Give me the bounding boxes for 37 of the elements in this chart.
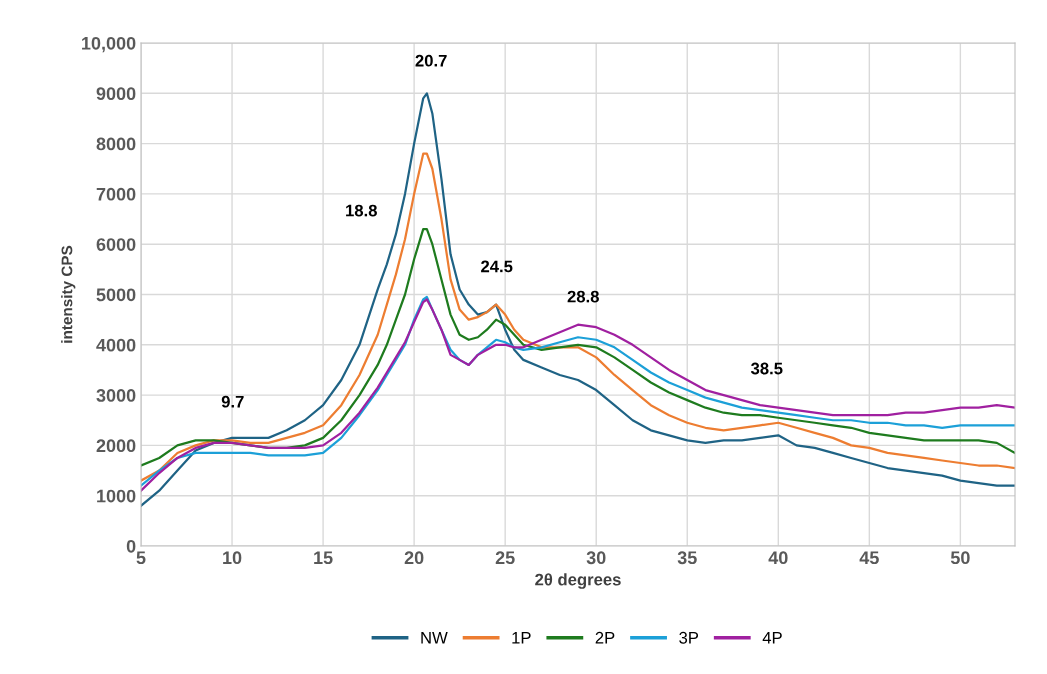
x-tick-label: 30	[586, 551, 606, 565]
legend-label: NW	[421, 632, 448, 644]
x-tick-label: 10	[223, 551, 242, 565]
y-tick-label: 4000	[96, 338, 136, 352]
line-series	[141, 228, 1015, 467]
y-tick-label: 1000	[97, 489, 136, 503]
y-tick-label: 6000	[96, 238, 136, 251]
x-tick-label: 5	[136, 551, 146, 565]
legend-label: 2P	[595, 631, 615, 644]
x-tick-label: 20	[404, 551, 424, 565]
y-tick-label: 7000	[96, 187, 136, 201]
x-tick-label: 35	[677, 551, 697, 565]
annotation: 28.8	[567, 290, 599, 303]
x-tick-label: 45	[859, 551, 879, 565]
y-tick-label: 10,000	[82, 36, 136, 53]
x-tick-label: 25	[495, 551, 515, 565]
annotation: 20.7	[415, 54, 447, 67]
y-tick-label: 5000	[96, 288, 136, 302]
annotation: 9.7	[221, 395, 244, 408]
x-tick-label: 50	[950, 551, 970, 565]
annotation: 38.5	[750, 362, 783, 375]
x-tick-label: 15	[314, 551, 333, 565]
legend-label: 1P	[512, 632, 531, 644]
y-tick-label: 3000	[96, 389, 136, 402]
legend-label: 4P	[762, 632, 782, 644]
y-axis-title: intensity CPS	[61, 245, 76, 343]
x-axis-title: 2θ degrees	[535, 573, 621, 589]
x-tick-label: 40	[768, 551, 788, 565]
annotation: 24.5	[481, 260, 513, 273]
line-series	[141, 92, 1015, 507]
y-tick-label: 8000	[96, 137, 136, 151]
y-tick-label: 0	[126, 539, 136, 553]
y-tick-label: 9000	[96, 87, 136, 101]
line-series	[141, 152, 1015, 482]
legend-label: 3P	[679, 631, 699, 644]
annotation: 18.8	[346, 204, 377, 217]
y-tick-label: 2000	[96, 439, 136, 453]
